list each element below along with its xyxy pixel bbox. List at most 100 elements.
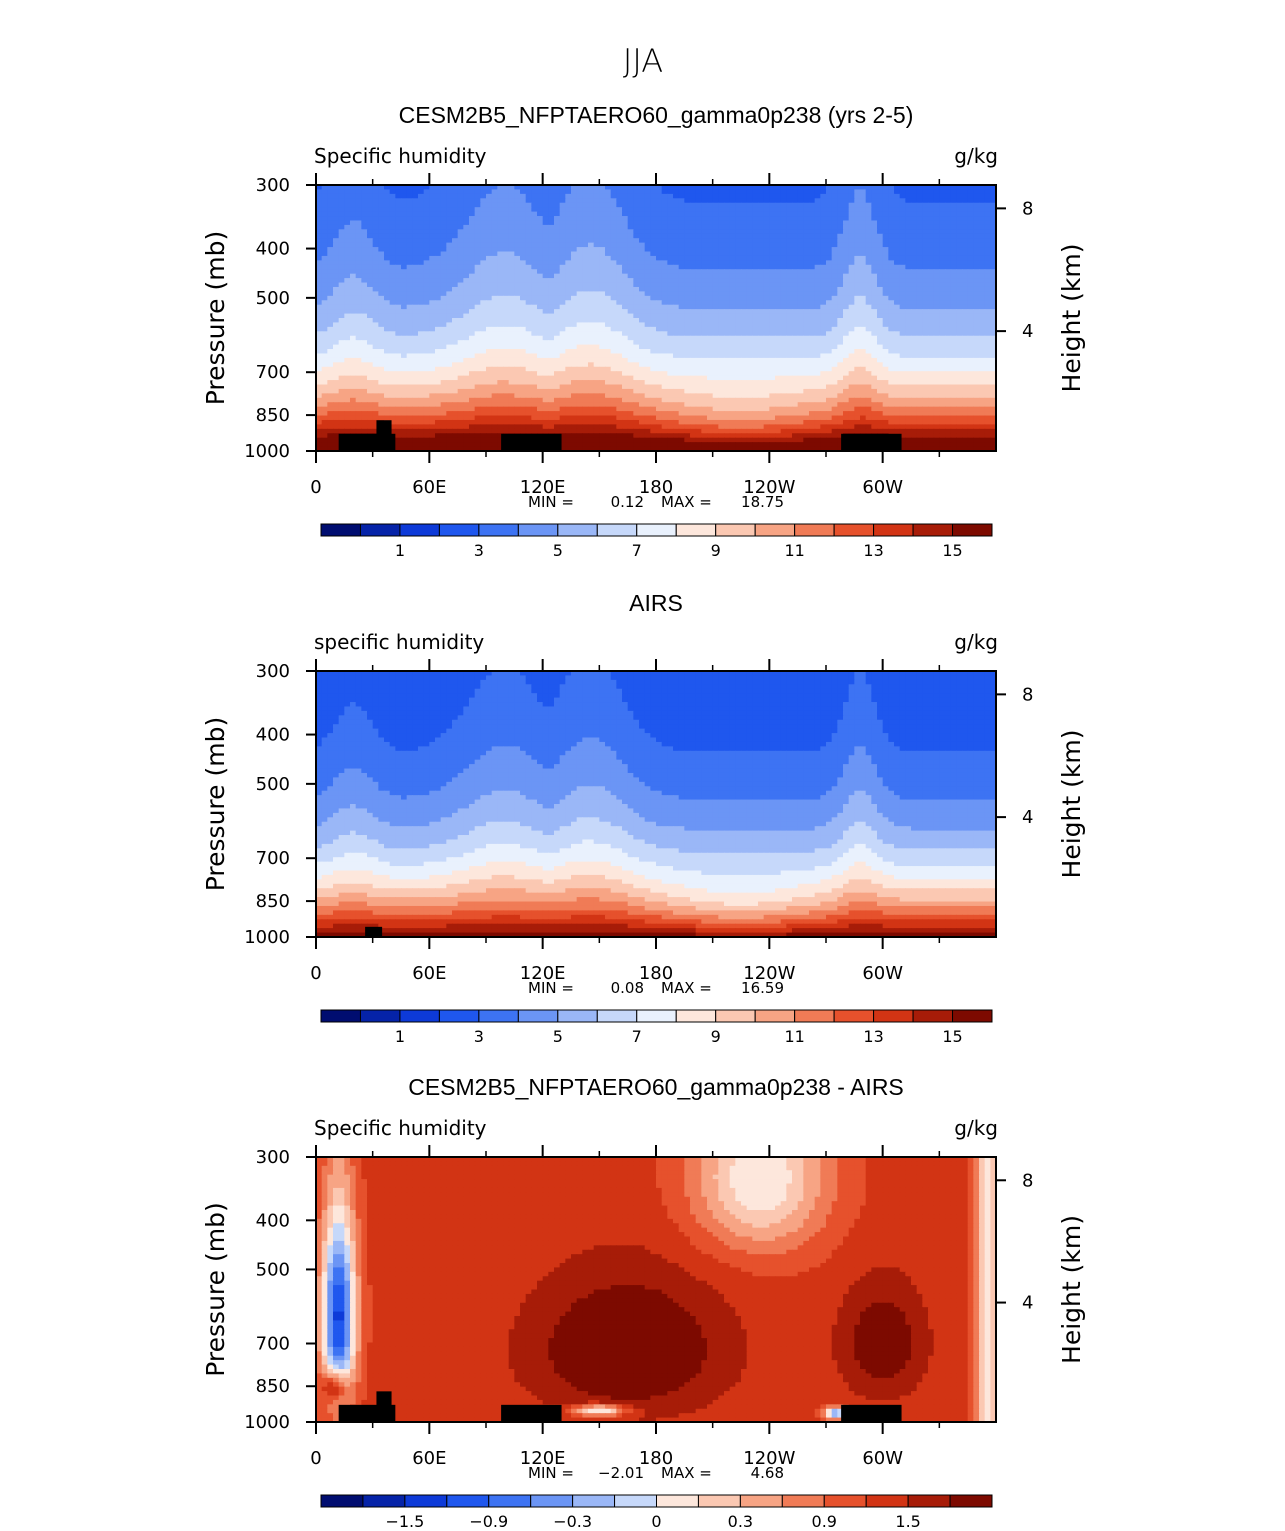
panel-1-cell xyxy=(588,327,594,332)
panel-1-cell xyxy=(412,238,418,243)
panel-1-cell xyxy=(894,345,900,350)
panel-1-cell xyxy=(526,340,532,345)
panel-1-cell xyxy=(548,252,554,257)
panel-1-cell xyxy=(985,229,991,234)
panel-1-cell xyxy=(843,238,849,243)
panel-1-cell xyxy=(707,216,713,221)
panel-1-cell xyxy=(968,189,974,194)
panel-1-cell xyxy=(407,220,413,225)
panel-1-cell xyxy=(951,278,957,283)
panel-1-cell xyxy=(594,318,600,323)
panel-1-cell xyxy=(390,322,396,327)
panel-1-cell xyxy=(333,220,339,225)
panel-1-cell xyxy=(854,207,860,212)
panel-1-cell xyxy=(849,349,855,354)
panel-1-cell xyxy=(401,300,407,305)
panel-1-cell xyxy=(492,305,498,310)
panel-1-cell xyxy=(775,318,781,323)
panel-1-cell xyxy=(786,322,792,327)
panel-1-cell xyxy=(628,269,634,274)
panel-1-cell xyxy=(877,265,883,270)
panel-1-cell xyxy=(832,256,838,261)
panel-1-cell xyxy=(605,291,611,296)
panel-1-cell xyxy=(866,331,872,336)
panel-1-cell xyxy=(628,336,634,341)
panel-1-cell xyxy=(849,225,855,230)
panel-1-cell xyxy=(701,318,707,323)
panel-1-cell xyxy=(854,189,860,194)
panel-1-cell xyxy=(452,291,458,296)
panel-1-cell xyxy=(446,322,452,327)
panel-1-cell xyxy=(934,314,940,319)
panel-1-cell xyxy=(611,216,617,221)
panel-1-cell xyxy=(798,331,804,336)
panel-1-cell xyxy=(968,336,974,341)
panel-1-cell xyxy=(764,296,770,301)
panel-1-cell xyxy=(588,220,594,225)
panel-1-cell xyxy=(667,309,673,314)
panel-1-cell xyxy=(764,349,770,354)
panel-1-cell xyxy=(378,198,384,203)
panel-1-cell xyxy=(843,265,849,270)
panel-1-cell xyxy=(696,220,702,225)
panel-1-cell xyxy=(333,353,339,358)
panel-1-cell xyxy=(333,327,339,332)
panel-1-cell xyxy=(735,349,741,354)
panel-1-cell xyxy=(344,353,350,358)
panel-1-cell xyxy=(429,252,435,257)
panel-1-cell xyxy=(520,243,526,248)
panel-1-cell xyxy=(497,300,503,305)
panel-1-cell xyxy=(781,287,787,292)
panel-1-cell xyxy=(854,300,860,305)
panel-1-cell xyxy=(373,243,379,248)
panel-1-cell xyxy=(407,353,413,358)
panel-1-cell xyxy=(684,243,690,248)
panel-1-cell xyxy=(815,296,821,301)
panel-1-cell xyxy=(639,283,645,288)
panel-1-cell xyxy=(803,247,809,252)
panel-1-cell xyxy=(973,305,979,310)
panel-1-cell xyxy=(939,198,945,203)
panel-1-cell xyxy=(452,194,458,199)
panel-1-cell xyxy=(639,225,645,230)
panel-1-cell xyxy=(537,194,543,199)
panel-1-cell xyxy=(945,229,951,234)
panel-1-cell xyxy=(463,216,469,221)
panel-1-cell xyxy=(639,322,645,327)
panel-1-cell xyxy=(344,349,350,354)
panel-1-cell xyxy=(871,252,877,257)
panel-1-cell xyxy=(735,225,741,230)
panel-1-cell xyxy=(407,274,413,279)
panel-1-cell xyxy=(962,340,968,345)
panel-1-cell xyxy=(531,336,537,341)
panel-1-cell xyxy=(786,345,792,350)
panel-1-cell xyxy=(350,305,356,310)
panel-1-cell xyxy=(985,300,991,305)
panel-1-cell xyxy=(866,198,872,203)
panel-1-cell xyxy=(548,225,554,230)
panel-1-cell xyxy=(905,314,911,319)
panel-1-cell xyxy=(843,291,849,296)
panel-1-cell xyxy=(673,203,679,208)
panel-1-cell xyxy=(401,198,407,203)
panel-1-cell xyxy=(599,314,605,319)
panel-1-cell xyxy=(395,243,401,248)
panel-1-cell xyxy=(605,309,611,314)
panel-1-cell xyxy=(764,265,770,270)
panel-1-cell xyxy=(588,336,594,341)
panel-1-cell xyxy=(979,331,985,336)
panel-1-cell xyxy=(520,353,526,358)
panel-1-cell xyxy=(922,260,928,265)
panel-1-cell xyxy=(560,220,566,225)
panel-1-cell xyxy=(611,318,617,323)
panel-1-cell xyxy=(900,296,906,301)
panel-1-cell xyxy=(497,243,503,248)
panel-1-cell xyxy=(390,300,396,305)
panel-1-cell xyxy=(764,283,770,288)
panel-1-cell xyxy=(781,314,787,319)
panel-1-cell xyxy=(707,278,713,283)
panel-1-cell xyxy=(730,331,736,336)
panel-1-cell xyxy=(741,336,747,341)
panel-1-cell xyxy=(628,243,634,248)
panel-1-cell xyxy=(327,322,333,327)
